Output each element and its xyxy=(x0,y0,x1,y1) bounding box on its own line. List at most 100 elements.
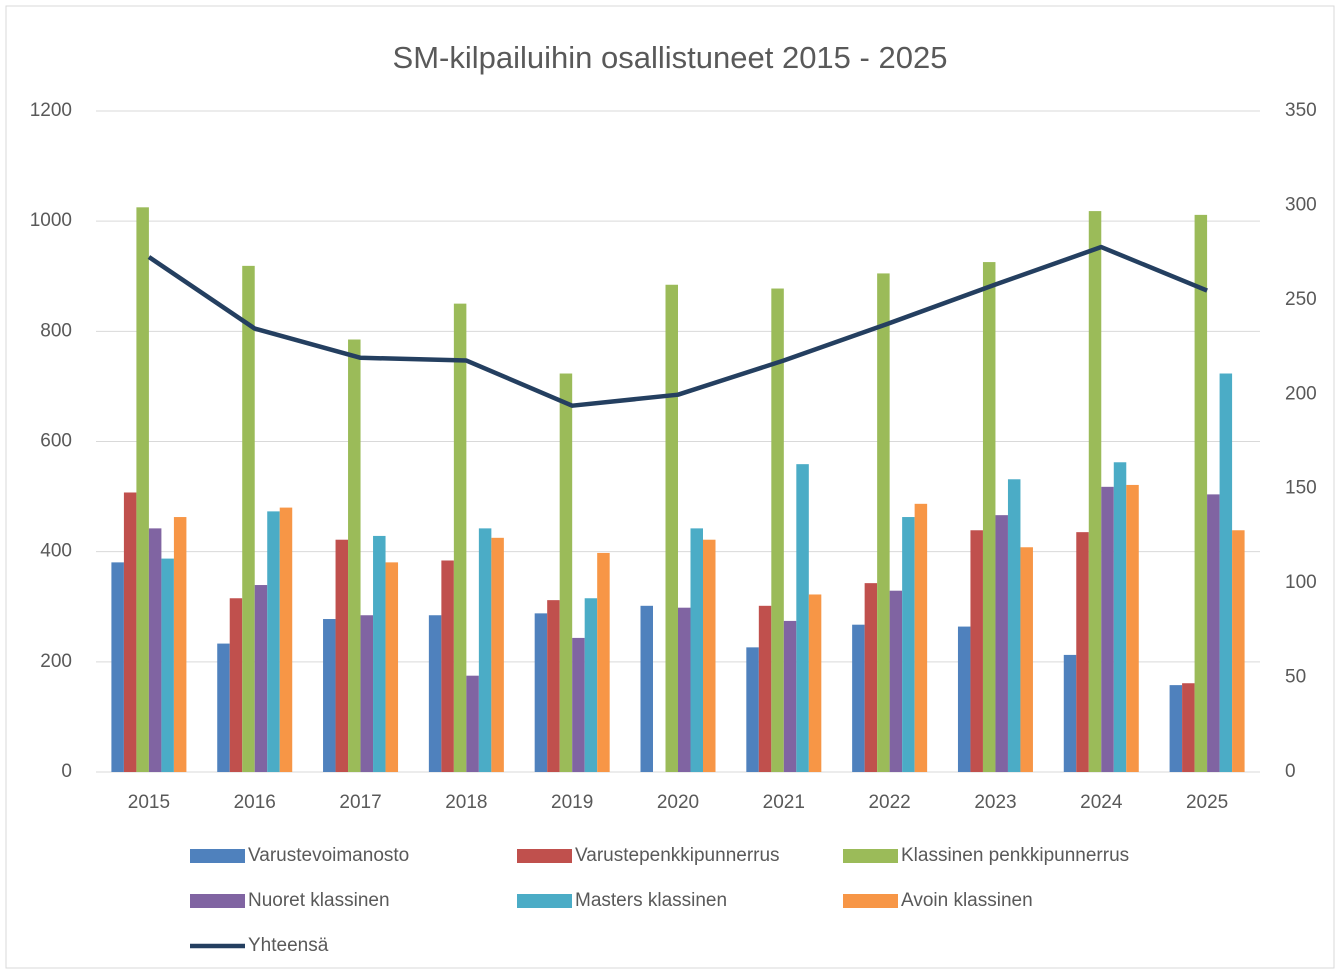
bar xyxy=(441,560,454,772)
bar xyxy=(640,605,653,772)
bar xyxy=(597,552,610,772)
bar xyxy=(1194,214,1208,772)
legend-label: Yhteensä xyxy=(248,935,329,956)
bar xyxy=(852,624,865,772)
y2-tick-label: 200 xyxy=(1285,383,1317,404)
bar xyxy=(173,517,187,772)
bar xyxy=(111,562,124,772)
bar xyxy=(1169,685,1183,772)
bar xyxy=(572,637,585,772)
bar xyxy=(123,492,137,772)
legend-swatch xyxy=(843,849,898,863)
legend-swatch xyxy=(517,894,572,908)
bar xyxy=(466,675,479,772)
x-tick-label: 2020 xyxy=(657,792,699,813)
bar xyxy=(478,528,492,772)
bar xyxy=(690,528,703,772)
legend-swatch xyxy=(190,894,245,908)
bar xyxy=(1219,373,1233,772)
bar xyxy=(808,594,822,772)
bar xyxy=(428,615,442,772)
bar xyxy=(914,503,928,772)
x-tick-label: 2018 xyxy=(445,792,487,813)
y2-tick-label: 100 xyxy=(1285,572,1317,593)
bar xyxy=(279,507,293,772)
bar xyxy=(1076,532,1089,772)
x-tick-label: 2015 xyxy=(128,792,170,813)
bar xyxy=(1113,462,1127,772)
bar xyxy=(982,262,996,772)
x-tick-label: 2022 xyxy=(868,792,910,813)
legend-label: Varustepenkkipunnerrus xyxy=(575,845,780,866)
legend-swatch xyxy=(190,849,245,863)
legend-label: Varustevoimanosto xyxy=(248,845,409,866)
y-tick-label: 200 xyxy=(40,651,72,672)
bar xyxy=(665,284,678,772)
bar xyxy=(1007,479,1021,772)
bar xyxy=(1207,494,1220,772)
y2-tick-label: 50 xyxy=(1285,667,1306,688)
y2-tick-label: 300 xyxy=(1285,194,1317,215)
bar xyxy=(889,590,903,772)
x-tick-label: 2021 xyxy=(763,792,805,813)
bar xyxy=(771,288,784,772)
bar xyxy=(385,562,399,772)
bar xyxy=(584,598,598,772)
chart-title: SM-kilpailuihin osallistuneet 2015 - 202… xyxy=(393,40,948,75)
legend-label: Klassinen penkkipunnerrus xyxy=(901,845,1129,866)
y-tick-label: 1200 xyxy=(30,100,72,121)
bar xyxy=(1182,683,1195,772)
bar xyxy=(957,626,971,772)
y-tick-label: 800 xyxy=(40,320,72,341)
x-tick-label: 2016 xyxy=(234,792,276,813)
bar xyxy=(491,537,504,772)
bar xyxy=(783,620,797,772)
bar xyxy=(877,273,890,772)
x-tick-label: 2024 xyxy=(1080,792,1123,813)
bar xyxy=(1020,547,1033,772)
bar xyxy=(335,539,349,772)
x-tick-label: 2023 xyxy=(974,792,1016,813)
y2-tick-label: 250 xyxy=(1285,289,1317,310)
y2-tick-label: 150 xyxy=(1285,478,1317,499)
bar xyxy=(229,598,243,772)
line xyxy=(147,244,1208,408)
bar xyxy=(136,207,149,772)
legend-label: Avoin klassinen xyxy=(901,890,1033,911)
bar xyxy=(970,530,983,772)
x-tick-label: 2019 xyxy=(551,792,593,813)
bar xyxy=(758,605,772,772)
y-tick-label: 400 xyxy=(40,541,72,562)
legend-swatch xyxy=(843,894,898,908)
bar xyxy=(1088,211,1102,772)
y2-tick-label: 350 xyxy=(1285,100,1317,121)
y-tick-label: 0 xyxy=(61,761,72,782)
bar xyxy=(254,585,268,772)
bar xyxy=(323,619,336,772)
bar xyxy=(217,643,230,772)
x-tick-label: 2025 xyxy=(1186,792,1228,813)
y2-tick-label: 0 xyxy=(1285,761,1296,782)
bar xyxy=(161,558,174,772)
legend-label: Nuoret klassinen xyxy=(248,890,390,911)
y-tick-label: 1000 xyxy=(30,210,72,231)
bar xyxy=(796,464,809,772)
bar xyxy=(373,535,386,772)
y-tick-label: 600 xyxy=(40,431,72,452)
bar xyxy=(703,539,716,772)
x-tick-label: 2017 xyxy=(339,792,381,813)
bar xyxy=(995,515,1008,772)
bar xyxy=(547,600,560,772)
bar xyxy=(534,613,548,772)
bar xyxy=(902,517,915,772)
bar xyxy=(559,373,573,772)
bar xyxy=(1063,654,1077,772)
bar xyxy=(1126,484,1139,772)
bar xyxy=(360,615,374,772)
bar xyxy=(1232,530,1245,772)
bar xyxy=(348,339,361,772)
legend-label: Masters klassinen xyxy=(575,890,727,911)
bar xyxy=(242,265,255,772)
